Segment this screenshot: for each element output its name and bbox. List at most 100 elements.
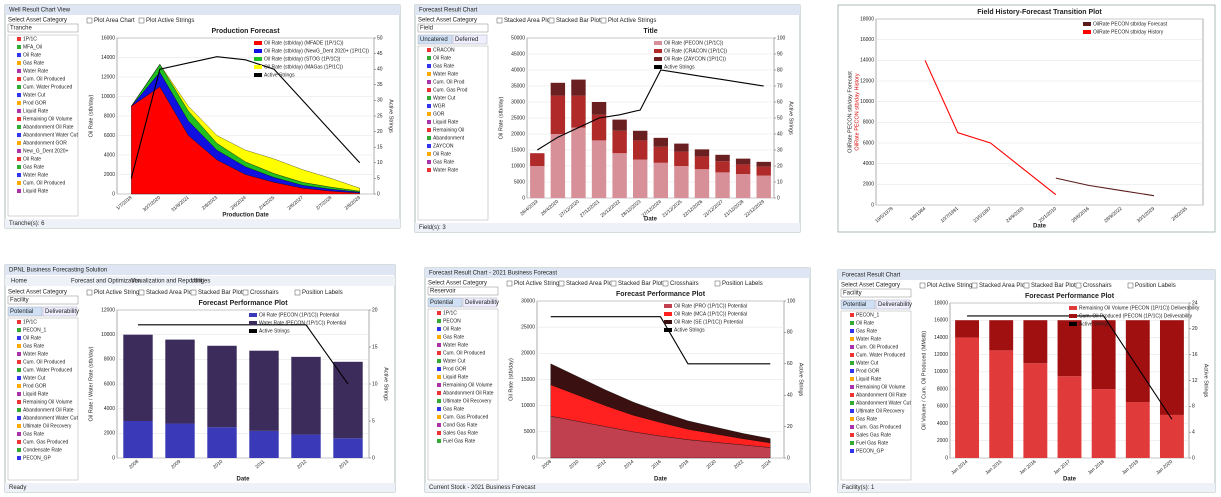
tree-icon (17, 456, 21, 460)
x-tick-label: 2013 (338, 459, 350, 471)
category-select (417, 23, 489, 33)
y2-tick-label: 20 (372, 307, 378, 313)
status-bar (5, 483, 395, 492)
tree-icon (850, 449, 854, 453)
x-tick-label: 2010 (212, 459, 224, 471)
tree-icon (437, 319, 441, 323)
y-tick-label: 30000 (521, 298, 535, 304)
tree-icon (850, 433, 854, 437)
tab (427, 297, 463, 308)
checkbox (138, 289, 145, 296)
tree-icon (427, 88, 431, 92)
tree-icon (850, 409, 854, 413)
bar-segment (207, 427, 237, 458)
checkbox (1075, 282, 1082, 289)
tree-item: Liquid Rate (23, 108, 49, 114)
tree-icon (850, 393, 854, 397)
menu-tab: Home (11, 279, 28, 285)
y-tick-label: 0 (522, 195, 525, 201)
chart-title: Production Forecast (211, 28, 280, 35)
tree-icon (17, 408, 21, 412)
tree-item: New_G_Dent 2020+ (23, 148, 69, 154)
y-tick-label: 18000 (934, 300, 948, 306)
checkbox-label: Stacked Area Plot (566, 281, 614, 287)
checkbox-label: Stacked Bar Plot (198, 290, 243, 296)
y-tick-label: 14000 (934, 335, 948, 341)
y-tick-label: 10000 (511, 163, 525, 169)
tree-item: Water Cut (856, 360, 879, 366)
bar-segment (1125, 320, 1150, 403)
tree-icon (17, 77, 21, 81)
y-tick-label: 2000 (104, 172, 115, 178)
bar-segment (735, 174, 751, 198)
status-bar (5, 219, 400, 228)
y2-tick-label: 30 (777, 147, 783, 153)
y2-tick-label: 20 (777, 163, 783, 169)
category-value: Facility (843, 291, 862, 297)
tree-icon (17, 61, 21, 65)
tree-item: Abandonment Oil Rate (23, 407, 74, 413)
tree-item: Ultimate Oil Recovery (443, 398, 492, 404)
y-tick-label: 2000 (863, 182, 874, 188)
tree-item: MFA_Oil (23, 44, 42, 50)
y-tick-label: 2000 (104, 431, 115, 437)
legend-label: Oil Rate (PRO (1P/1C)) Potential (674, 303, 747, 309)
tree-icon (437, 359, 441, 363)
legend-label: Oil Rate (stb/day) (NewG_Dent 2020+ (1P/… (264, 48, 369, 54)
y-tick-label: 5000 (524, 429, 535, 435)
tree-icon (17, 101, 21, 105)
tree-item: Sales Gas Rate (856, 432, 891, 438)
y-tick-label: 0 (532, 455, 535, 461)
tree-icon (427, 96, 431, 100)
y2-tick-label: 60 (787, 361, 793, 367)
tree-icon (850, 369, 854, 373)
y2-axis-title: Active Strings (788, 101, 794, 135)
tab-label: Deferred (455, 37, 478, 43)
y-tick-label: 4000 (104, 152, 115, 158)
checkbox-label: Crosshairs (250, 290, 279, 296)
y2-tick-label: 15 (377, 145, 383, 151)
checkbox (190, 289, 197, 296)
status-text: Ready (9, 485, 26, 491)
tree-icon (427, 56, 431, 60)
tree-item: CRACON (433, 47, 455, 53)
bar-segment (207, 345, 237, 428)
checkbox-label: Plot Active Strings (514, 281, 562, 287)
tree-icon (437, 335, 441, 339)
tree-item: Abandonment Water Cut (23, 415, 78, 421)
tree-icon (427, 120, 431, 124)
x-tick-label: 2012 (596, 459, 608, 471)
tree-icon (17, 125, 21, 129)
y-tick-label: 6000 (863, 140, 874, 146)
tree-item: Oil Rate (443, 326, 461, 332)
legend-swatch (664, 312, 672, 316)
legend-swatch (1069, 314, 1077, 318)
legend-label: Oil Rate (stb/day) (STOG (1P/1C)) (264, 56, 341, 62)
bar-segment (550, 82, 566, 96)
y-tick-label: 4000 (863, 161, 874, 167)
series-line (138, 324, 349, 385)
tree-item: WGR (433, 103, 446, 109)
tab-label: Potential (843, 302, 866, 308)
bar-segment (165, 339, 195, 424)
y-tick-label: 8000 (863, 120, 874, 126)
legend-swatch (1083, 22, 1091, 26)
y-tick-label: 15000 (521, 377, 535, 383)
category-select (840, 288, 912, 298)
tree-item: Gas Rate (23, 60, 44, 66)
series-line (924, 60, 1057, 196)
bar-segment (653, 162, 668, 198)
bar-segment (123, 421, 153, 458)
tab (452, 34, 488, 45)
checkbox-label: Plot Area Chart (94, 18, 135, 24)
tab (417, 34, 453, 45)
legend-label: Oil Rate (PECON (1P/1C)) (664, 40, 724, 46)
bar-segment (530, 153, 545, 166)
y2-tick-label: 30 (377, 98, 383, 104)
checkbox (919, 282, 926, 289)
tree-item: 1P/1C (443, 310, 457, 316)
tree-item: Remaining Oil Volume (856, 384, 906, 390)
tab (462, 297, 498, 308)
tree-item: Water Cut (443, 358, 466, 364)
status-bar (838, 483, 1215, 492)
